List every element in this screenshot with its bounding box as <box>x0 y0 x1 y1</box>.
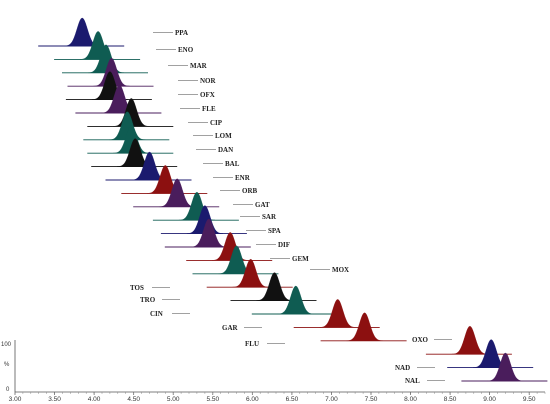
peak-gar <box>319 299 356 328</box>
peak-label-gat: GAT <box>255 201 270 209</box>
peak-mar <box>87 44 125 74</box>
x-tick-label-11: 8.50 <box>444 396 457 403</box>
peak-label-lom: LOM <box>215 132 232 140</box>
x-ticks-layer: 3.00 3.50 4.00 4.50 5.00 5.50 6.00 6.50 7.00 7.50… <box>9 392 546 403</box>
peak-label-ofx: OFX <box>200 91 215 99</box>
x-tick-label-2: 4.00 <box>88 396 101 403</box>
x-tick-label-4: 5.00 <box>167 396 180 403</box>
peak-label-tos: TOS <box>130 284 144 292</box>
peak-nal <box>487 352 524 382</box>
peak-dan <box>113 124 150 154</box>
x-tick-label-6: 6.00 <box>246 396 259 403</box>
y-axis-label: % <box>4 362 10 368</box>
y-tick-label-top: 100 <box>1 342 12 348</box>
peak-label-nad: NAD <box>395 364 410 372</box>
peak-label-oxo: OXO <box>412 336 429 344</box>
peak-gat <box>159 178 196 208</box>
peak-label-dan: DAN <box>218 146 233 154</box>
peak-cin <box>277 285 314 315</box>
x-tick-label-9: 7.50 <box>365 396 378 403</box>
peak-label-fle: FLE <box>202 105 216 113</box>
peak-cip <box>113 98 150 127</box>
peak-label-bal: BAL <box>225 160 240 168</box>
peak-label-gem: GEM <box>292 255 309 263</box>
peak-label-nor: NOR <box>200 77 217 85</box>
peak-oxo <box>451 325 488 355</box>
peak-label-flu: FLU <box>245 340 259 348</box>
peak-label-mox: MOX <box>332 266 349 274</box>
x-tick-label-7: 6.50 <box>286 396 299 403</box>
peak-label-spa: SPA <box>268 227 281 235</box>
peak-label-tro: TRO <box>140 296 156 304</box>
x-tick-label-12: 9.00 <box>483 396 496 403</box>
peak-lom <box>109 111 146 141</box>
peak-dif <box>190 218 227 248</box>
peak-label-gar: GAR <box>222 324 239 332</box>
x-tick-label-0: 3.00 <box>9 396 22 403</box>
peak-label-orb: ORB <box>242 187 258 195</box>
peak-label-cin: CIN <box>150 310 163 318</box>
peak-label-sar: SAR <box>262 213 277 221</box>
peak-spa <box>186 205 223 234</box>
peak-flu <box>346 312 383 342</box>
y-tick-label-bottom: 0 <box>6 387 10 393</box>
x-tick-label-3: 4.50 <box>127 396 140 403</box>
peak-label-cip: CIP <box>210 119 223 127</box>
peak-gem <box>212 232 249 261</box>
peak-label-mar: MAR <box>190 62 208 70</box>
peak-label-eno: ENO <box>178 46 194 54</box>
peaks-layer <box>64 17 524 382</box>
label-leaders-layer <box>152 32 452 381</box>
peak-label-ppa: PPA <box>175 29 188 37</box>
x-tick-label-1: 3.50 <box>48 396 61 403</box>
x-tick-label-8: 7.00 <box>325 396 338 403</box>
peak-nor <box>93 57 130 87</box>
x-tick-label-5: 5.50 <box>206 396 219 403</box>
peak-tro <box>256 272 293 301</box>
peak-label-nal: NAL <box>405 377 420 385</box>
x-tick-label-10: 8.00 <box>404 396 417 403</box>
x-tick-label-13: 9.50 <box>523 396 536 403</box>
labels-layer: PPA ENO MAR NOR OFX FLE CIP LOM DAN BAL ENR ORB GAT S… <box>130 29 429 385</box>
peak-label-dif: DIF <box>278 241 290 249</box>
peak-tos <box>232 258 269 288</box>
peak-label-enr: ENR <box>235 174 251 182</box>
